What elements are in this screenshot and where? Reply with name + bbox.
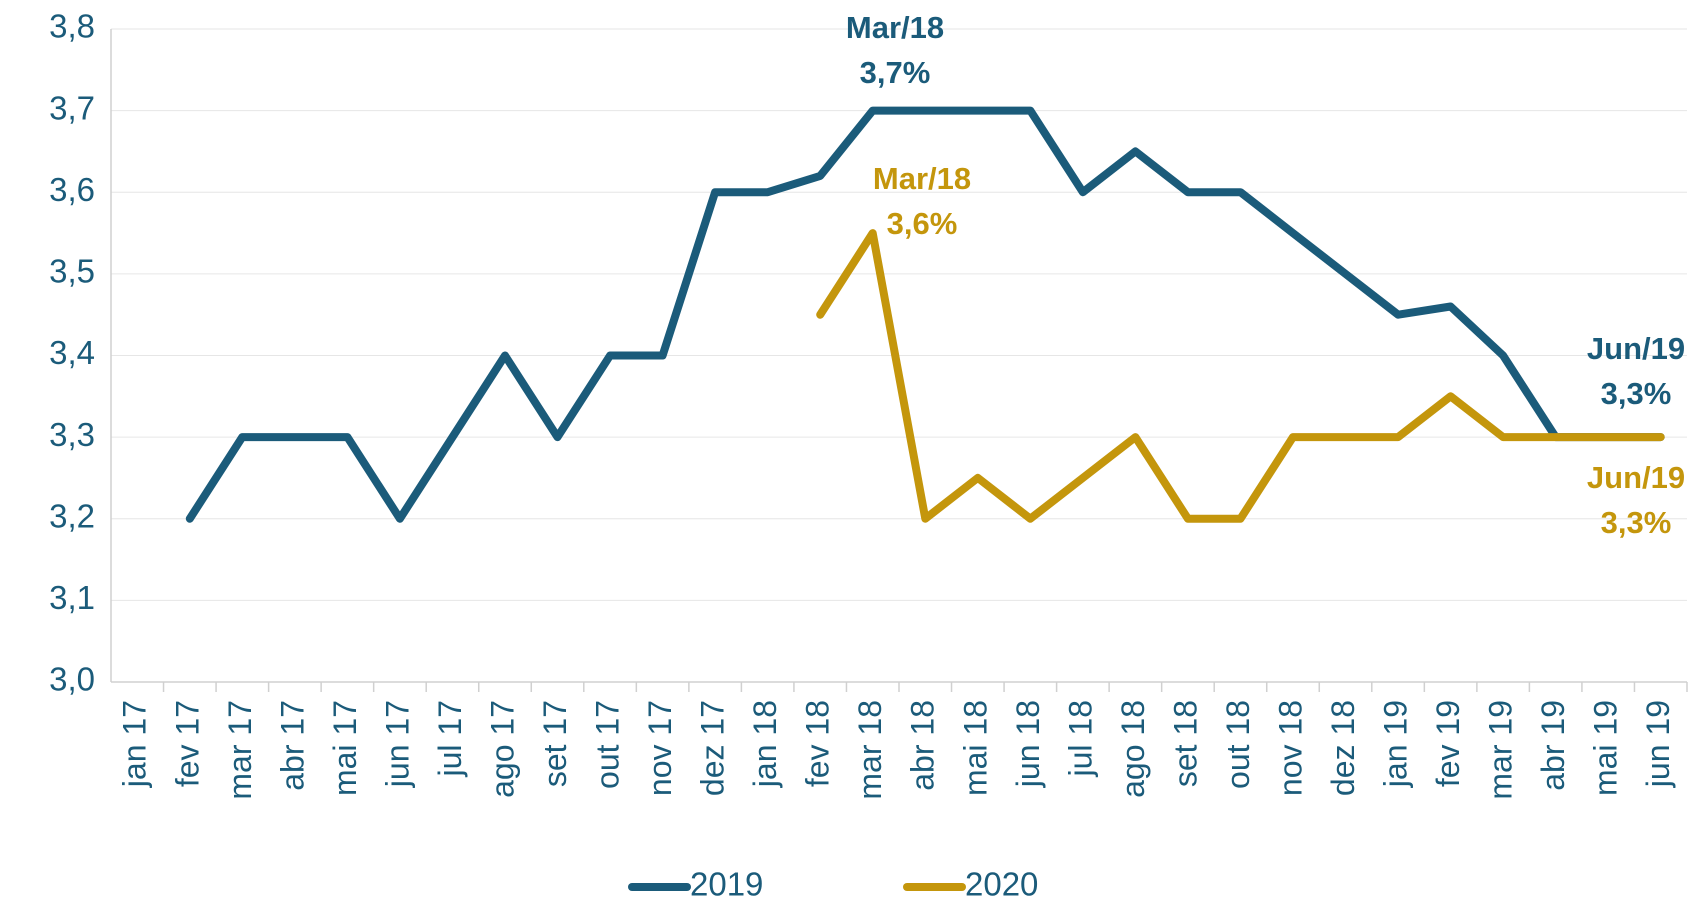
- y-tick-label: 3,3: [49, 416, 95, 453]
- y-tick-label: 3,8: [49, 8, 95, 45]
- x-tick-label: set 17: [537, 700, 573, 787]
- x-tick-label: jul 18: [1062, 700, 1098, 778]
- legend-label: 2019: [690, 866, 763, 903]
- x-tick-label: jan 17: [117, 700, 153, 788]
- y-tick-label: 3,4: [49, 334, 95, 371]
- annotation: 3,3%: [1601, 505, 1672, 540]
- annotation: Jun/19: [1587, 460, 1685, 495]
- x-tick-label: ago 18: [1115, 700, 1151, 798]
- x-tick-label: abr 17: [274, 700, 310, 791]
- x-tick-label: dez 18: [1325, 700, 1361, 796]
- x-tick-label: nov 18: [1272, 700, 1308, 796]
- y-tick-label: 3,5: [49, 253, 95, 290]
- annotation: 3,7%: [860, 55, 931, 90]
- x-tick-label: mar 17: [222, 700, 258, 800]
- x-tick-label: jun 17: [379, 700, 415, 788]
- y-tick-label: 3,2: [49, 497, 95, 534]
- x-tick-label: mai 17: [327, 700, 363, 796]
- y-tick-label: 3,0: [49, 661, 95, 698]
- x-tick-label: jun 18: [1010, 700, 1046, 788]
- x-tick-label: jul 17: [432, 700, 468, 778]
- series-line: [185, 106, 1665, 523]
- x-tick-label: dez 17: [695, 700, 731, 796]
- x-tick-label: jan 18: [747, 700, 783, 788]
- x-tick-label: jun 19: [1640, 700, 1676, 788]
- x-tick-label: abr 19: [1535, 700, 1571, 791]
- annotation: Mar/18: [846, 10, 944, 45]
- annotation: Mar/18: [873, 161, 971, 196]
- x-tick-label: fev 17: [169, 700, 205, 787]
- x-tick-label: fev 19: [1430, 700, 1466, 787]
- y-tick-label: 3,6: [49, 171, 95, 208]
- x-tick-label: fev 18: [800, 700, 836, 787]
- y-tick-label: 3,7: [49, 89, 95, 126]
- x-tick-label: mar 18: [852, 700, 888, 800]
- x-tick-label: out 17: [590, 700, 626, 789]
- x-tick-label: abr 18: [905, 700, 941, 791]
- x-tick-label: ago 17: [484, 700, 520, 798]
- x-tick-label: jan 19: [1378, 700, 1414, 788]
- x-tick-label: set 18: [1167, 700, 1203, 787]
- annotation: Jun/19: [1587, 331, 1685, 366]
- legend-label: 2020: [965, 866, 1038, 903]
- annotation: 3,3%: [1601, 376, 1672, 411]
- x-tick-label: mar 19: [1483, 700, 1519, 800]
- x-tick-label: out 18: [1220, 700, 1256, 789]
- x-tick-label: mai 18: [957, 700, 993, 796]
- x-tick-label: nov 17: [642, 700, 678, 796]
- y-tick-label: 3,1: [49, 579, 95, 616]
- annotation: 3,6%: [887, 206, 958, 241]
- series-line: [816, 229, 1665, 523]
- x-tick-label: mai 19: [1588, 700, 1624, 796]
